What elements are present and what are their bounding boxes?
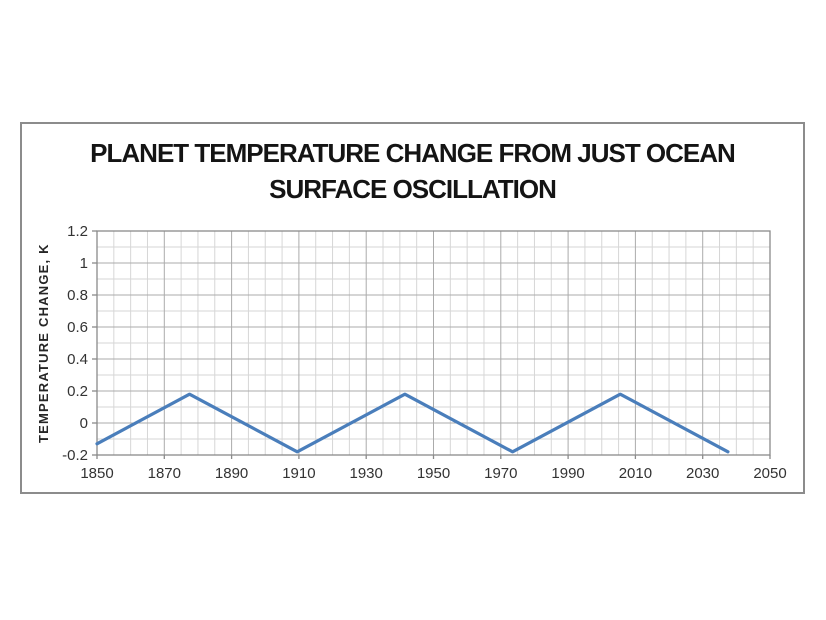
- x-tick-label: 1990: [551, 465, 584, 482]
- x-tick-label: 2030: [686, 465, 719, 482]
- y-tick-label: 0: [80, 415, 88, 432]
- temperature-change-line: [95, 392, 730, 454]
- x-tick-label: 1890: [215, 465, 248, 482]
- x-tick-label: 1930: [350, 465, 383, 482]
- x-tick-label: 1970: [484, 465, 517, 482]
- y-tick-label: -0.2: [62, 447, 88, 464]
- x-tick-label: 1950: [417, 465, 450, 482]
- chart-title-line2: SURFACE OSCILLATION: [269, 174, 557, 204]
- y-tick-label: 1: [80, 255, 88, 272]
- chart-title: PLANET TEMPERATURE CHANGE FROM JUST OCEA…: [22, 135, 803, 207]
- y-tick-label: 0.8: [67, 287, 88, 304]
- chart-plot: 1850 1870 1890 1910 1930 1950 1970 1990 2010 2030…: [62, 223, 787, 482]
- x-tick-label: 2050: [753, 465, 786, 482]
- x-tick-label: 1910: [282, 465, 315, 482]
- y-tick-label: 0.2: [67, 383, 88, 400]
- y-tick-label: 0.4: [67, 351, 88, 368]
- y-tick-label: 1.2: [67, 223, 88, 240]
- chart-title-line1: PLANET TEMPERATURE CHANGE FROM JUST OCEA…: [90, 138, 736, 168]
- chart-frame: PLANET TEMPERATURE CHANGE FROM JUST OCEA…: [20, 122, 805, 494]
- x-tick-label: 1870: [148, 465, 181, 482]
- y-tick-label: 0.6: [67, 319, 88, 336]
- x-tick-label: 1850: [80, 465, 113, 482]
- x-tick-label: 2010: [619, 465, 652, 482]
